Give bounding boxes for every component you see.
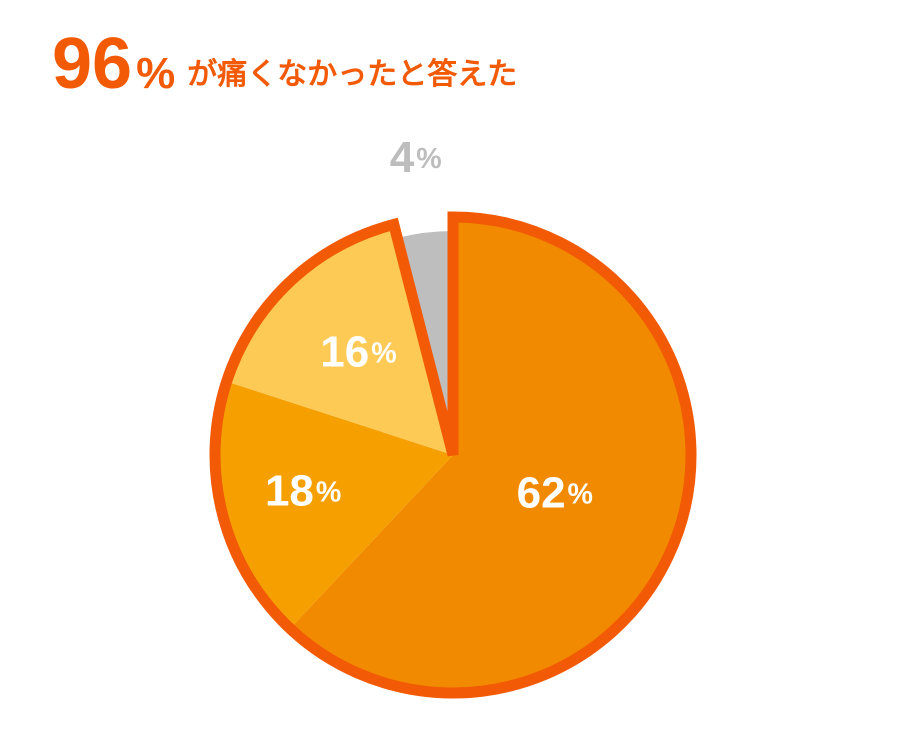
label-number: 16 [320, 327, 369, 376]
label-unit: % [568, 478, 593, 510]
title-text: が痛くなかったと答えた [187, 57, 517, 91]
pie-slice [290, 217, 691, 693]
chart-title: 96% が痛くなかったと答えた [52, 24, 517, 104]
highlight-outline [209, 211, 697, 699]
pie-slice [226, 224, 453, 455]
label-number: 62 [517, 468, 566, 517]
label-unit: % [316, 476, 341, 508]
pie-slice [215, 381, 453, 629]
data-label: 16% [320, 327, 396, 376]
title-unit: % [136, 49, 175, 98]
data-label: 18% [265, 466, 341, 515]
data-label: 62% [517, 468, 593, 517]
data-label: 4% [390, 132, 442, 181]
label-number: 18 [265, 466, 314, 515]
label-unit: % [371, 337, 396, 369]
title-number: 96 [52, 24, 132, 104]
label-unit: % [416, 142, 441, 174]
label-number: 4 [390, 132, 415, 181]
